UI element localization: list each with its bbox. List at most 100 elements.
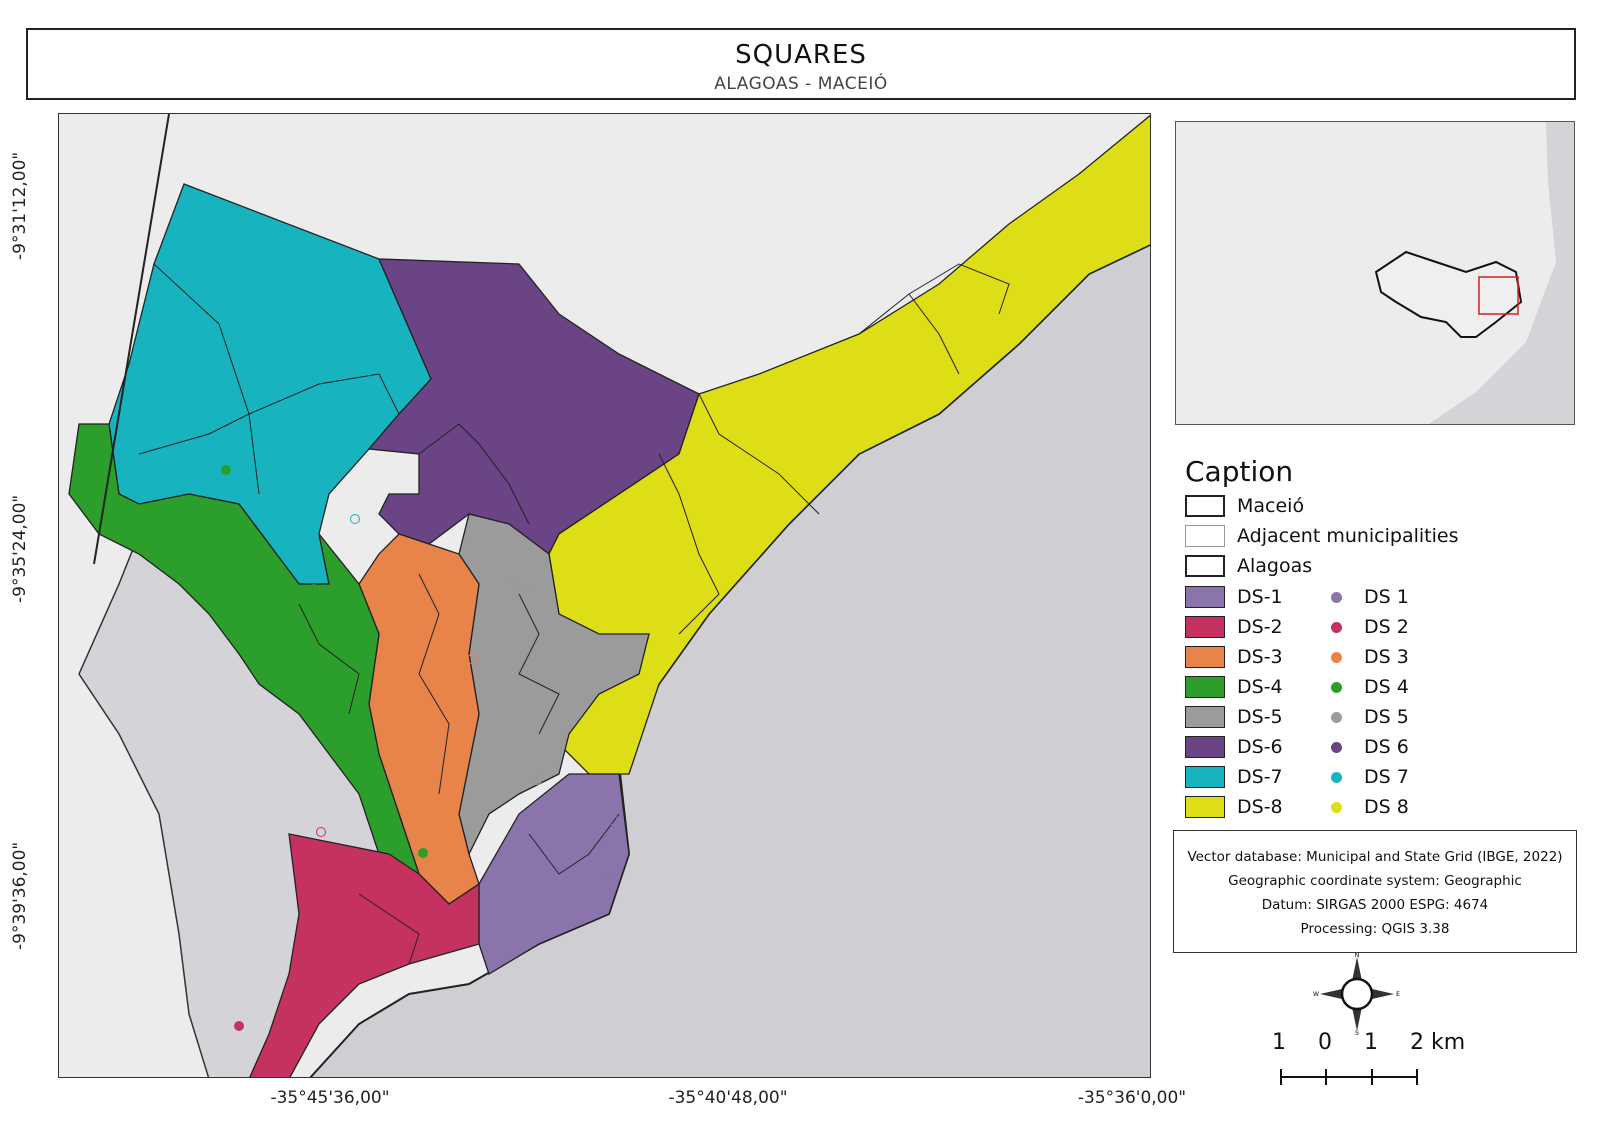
point-ds7[interactable] [374,405,384,415]
legend-item-ds-4: DS-4 DS 4 [1185,675,1409,699]
point-ds8[interactable] [1057,212,1067,222]
inset-ocean [1428,122,1574,424]
compass-rose-icon: N S W E [1313,953,1400,1035]
credits-line: Vector database: Municipal and State Gri… [1187,849,1563,865]
legend-item-maceio: Maceió [1185,494,1304,518]
point-ds4-filled[interactable] [221,465,231,475]
legend-swatch [1185,676,1225,698]
legend-swatch [1185,796,1225,818]
legend-item-ds-6: DS-6 DS 6 [1185,735,1409,759]
legend-label: DS-5 [1237,706,1283,728]
point-ds1[interactable] [602,874,612,884]
legend-label: Alagoas [1237,555,1313,577]
legend-label: Adjacent municipalities [1237,525,1459,547]
point-ds7[interactable] [194,309,204,319]
legend-label: DS-6 [1237,736,1283,758]
compass-s: S [1355,1030,1359,1035]
point-ds8[interactable] [603,742,613,752]
point-ds4[interactable] [89,452,99,462]
legend-swatch [1185,555,1225,577]
legend-point-label: DS 2 [1364,616,1409,638]
legend-point-marker [1331,621,1342,633]
legend-label: DS-2 [1237,616,1283,638]
point-ds4[interactable] [309,584,319,594]
point-ds2[interactable] [378,885,388,895]
legend-point-label: DS 1 [1364,586,1409,608]
legend-swatch [1185,586,1225,608]
legend-point-marker [1331,771,1342,783]
point-ds5[interactable] [532,775,542,785]
district-ds1[interactable] [478,773,630,975]
legend-swatch [1185,616,1225,638]
legend-swatch [1185,495,1225,517]
map-title-box: SQUARES ALAGOAS - MACEIÓ [26,28,1576,100]
point-ds6[interactable] [486,289,496,299]
square-points [89,212,1067,895]
district-ds2[interactable] [249,833,480,1078]
scale-label: 1 [1364,1030,1378,1055]
credits-line: Processing: QGIS 3.38 [1300,921,1450,937]
legend-point-label: DS 3 [1364,646,1409,668]
y-axis-label-1: -9°31'12,00" [10,151,30,260]
legend-label: DS-3 [1237,646,1283,668]
compass-n: N [1355,953,1360,959]
legend-swatch [1185,736,1225,758]
legend-point-label: DS 6 [1364,736,1409,758]
main-map-svg [59,114,1150,1078]
legend-item-ds-8: DS-8 DS 8 [1185,795,1409,819]
x-axis-label-3: -35°36'0,00" [1077,1088,1187,1108]
credits-line: Datum: SIRGAS 2000 ESPG: 4674 [1261,897,1489,913]
inset-locator-map[interactable] [1175,121,1575,425]
point-ds5[interactable] [520,584,530,594]
compass-w: W [1313,991,1319,998]
point-ds7[interactable] [354,334,364,344]
legend-point-label: DS 5 [1364,706,1409,728]
point-ds2[interactable] [316,827,326,837]
legend-point-marker [1331,681,1342,693]
legend-label: DS-7 [1237,766,1283,788]
point-ds3[interactable] [467,654,477,664]
point-ds7[interactable] [184,344,194,354]
scale-label: 0 [1318,1030,1332,1055]
point-ds4-filled[interactable] [418,848,428,858]
legend-point-label: DS 7 [1364,766,1409,788]
point-ds8[interactable] [818,446,828,456]
legend-point-marker [1331,651,1342,663]
legend-point-marker [1331,591,1342,603]
district-ds4[interactable] [68,423,420,906]
y-axis-label-2: -9°35'24,00" [10,494,30,603]
legend-point-label: DS 8 [1364,796,1409,818]
point-ds7[interactable] [350,514,360,524]
legend-item-ds-3: DS-3 DS 3 [1185,645,1409,669]
legend-label: DS-8 [1237,796,1283,818]
municipal-border-line [93,114,170,565]
x-axis-label-1: -35°45'36,00" [270,1088,390,1108]
scale-label: 1 [1272,1030,1286,1055]
map-title: SQUARES [735,40,867,70]
legend-item-ds-7: DS-7 DS 7 [1185,765,1409,789]
legend-point-marker [1331,741,1342,753]
neighborhood-boundaries [138,263,1010,965]
legend-item-ds-5: DS-5 DS 5 [1185,705,1409,729]
legend-swatch [1185,646,1225,668]
point-ds3[interactable] [452,759,462,769]
point-ds4[interactable] [199,522,209,532]
legend-label: DS-4 [1237,676,1283,698]
inset-map-svg [1176,122,1574,424]
legend-swatch [1185,525,1225,547]
main-map[interactable] [58,113,1151,1078]
point-ds5[interactable] [509,579,519,589]
point-ds7[interactable] [249,494,259,504]
legend-swatch [1185,706,1225,728]
scale-bar-line [1280,1069,1418,1085]
point-ds1[interactable] [609,816,619,826]
inset-highlight-box [1478,276,1519,315]
y-axis-label-3: -9°39'36,00" [10,841,30,950]
legend-point-label: DS 4 [1364,676,1409,698]
point-ds2-filled[interactable] [234,1021,244,1031]
legend-item-adjacent: Adjacent municipalities [1185,524,1459,548]
scale-label: 2 km [1410,1030,1466,1055]
inset-alagoas [1374,250,1523,338]
legend-item-alagoas: Alagoas [1185,554,1312,578]
credits-box: Vector database: Municipal and State Gri… [1173,830,1577,953]
